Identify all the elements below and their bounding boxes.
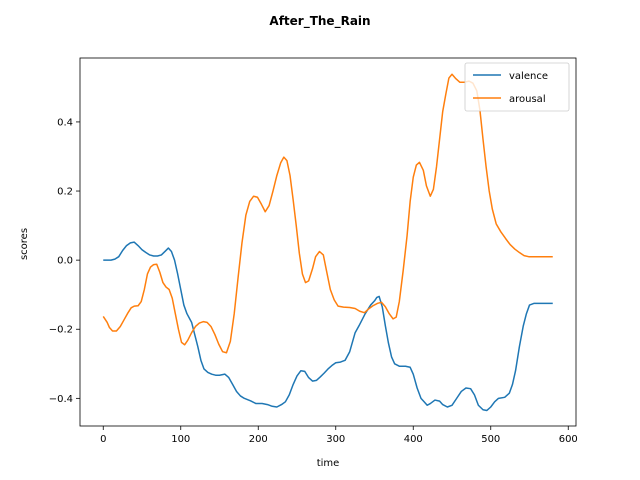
series-line-valence <box>103 241 553 412</box>
y-tick-label: 0.2 <box>57 187 73 198</box>
legend: valence arousal <box>464 62 570 112</box>
x-axis-label: time <box>317 458 340 469</box>
x-tick-label: 600 <box>559 434 578 445</box>
series-line-arousal <box>102 73 553 354</box>
y-tick-label: 0.0 <box>57 256 73 267</box>
x-tick-label: 100 <box>171 434 190 445</box>
y-tick-label: −0.2 <box>49 325 73 336</box>
x-tick-label: 200 <box>249 434 268 445</box>
y-tick-label: 0.4 <box>57 117 73 128</box>
x-tick-label: 300 <box>326 434 345 445</box>
legend-label-arousal: arousal <box>509 94 546 105</box>
x-tick-label: 400 <box>404 434 423 445</box>
series-layer <box>102 73 553 412</box>
x-tick-label: 500 <box>481 434 500 445</box>
ticks-layer: 0 100 200 300 400 500 600 −0.4 −0.2 0.0 0.2 0.4 <box>49 117 578 445</box>
x-tick-label: 0 <box>100 434 106 445</box>
y-axis-label: scores <box>19 228 30 260</box>
y-tick-label: −0.4 <box>49 394 73 405</box>
axes-frame <box>79 57 577 427</box>
legend-label-valence: valence <box>509 71 548 82</box>
chart-title: After_The_Rain <box>269 14 370 29</box>
